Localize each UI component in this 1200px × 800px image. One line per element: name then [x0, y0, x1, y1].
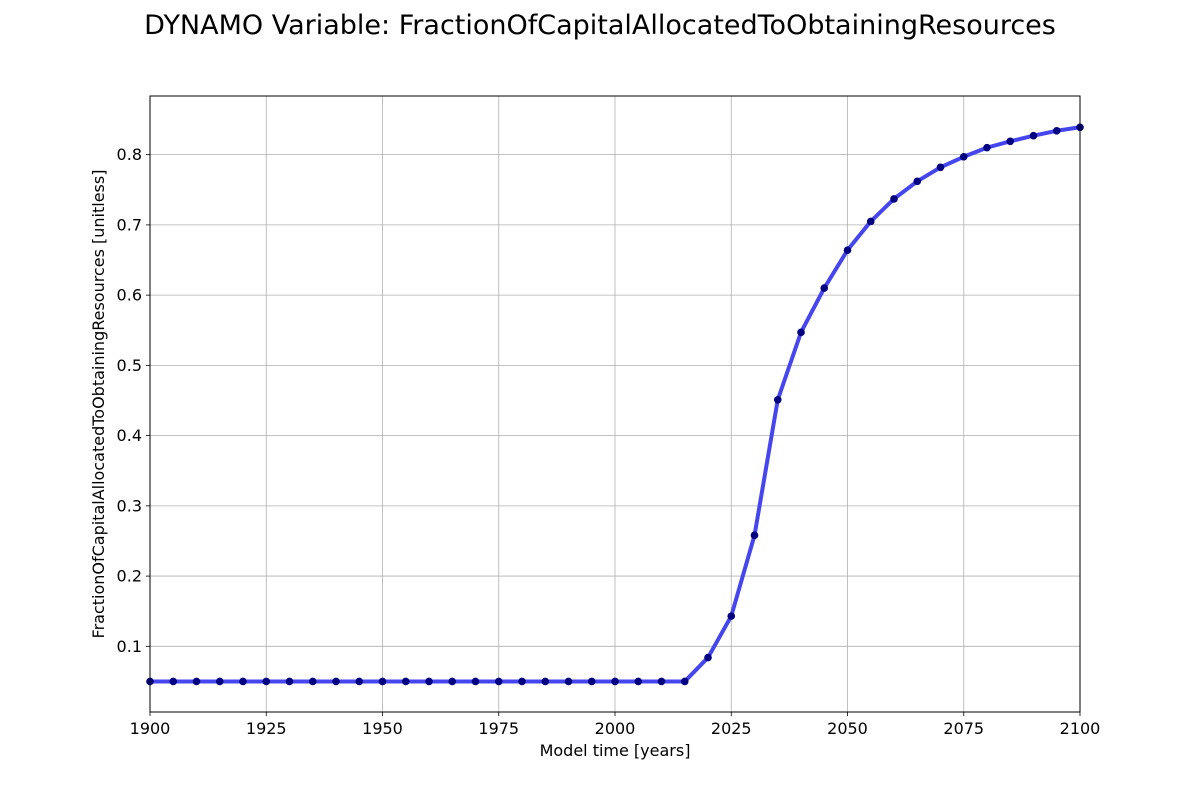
- data-point: [355, 677, 364, 686]
- y-tick-label: 0.6: [117, 286, 142, 305]
- data-point: [936, 163, 945, 172]
- data-point: [471, 677, 480, 686]
- x-tick-label: 2025: [711, 719, 752, 738]
- data-point: [680, 677, 689, 686]
- data-point: [843, 246, 852, 254]
- data-point: [913, 177, 922, 186]
- y-tick-label: 0.2: [117, 567, 142, 586]
- data-point: [192, 677, 201, 686]
- data-point: [262, 677, 271, 686]
- x-tick-label: 2000: [595, 719, 636, 738]
- data-point: [1006, 137, 1015, 146]
- x-tick-label: 1950: [362, 719, 403, 738]
- data-point: [797, 328, 805, 337]
- data-point: [378, 677, 387, 686]
- y-tick-label: 0.3: [117, 496, 142, 515]
- data-point: [308, 677, 317, 686]
- data-point: [1052, 126, 1061, 135]
- y-tick-label: 0.8: [117, 145, 142, 164]
- data-point: [401, 677, 410, 686]
- x-tick-label: 2050: [827, 719, 868, 738]
- x-tick-label: 1925: [246, 719, 287, 738]
- chart-title: DYNAMO Variable: FractionOfCapitalAlloca…: [144, 10, 1056, 41]
- data-point: [773, 395, 782, 404]
- data-point: [425, 677, 433, 686]
- tick-layer: 1900 1925 1950 1975 2000 2025 2050 2075 2100 0.1 0…: [117, 145, 1101, 738]
- y-tick-label: 0.5: [117, 356, 142, 375]
- data-point: [634, 677, 643, 686]
- data-point: [541, 677, 550, 686]
- data-point: [285, 677, 294, 686]
- y-axis-label: FractionOfCapitalAllocatedToObtainingRes…: [89, 170, 108, 639]
- x-axis-label: Model time [years]: [540, 741, 691, 760]
- data-point: [866, 217, 875, 226]
- data-point: [587, 677, 596, 686]
- marker-layer: [146, 123, 1084, 686]
- grid-layer: [149, 96, 1081, 712]
- data-point: [239, 677, 247, 686]
- data-point: [890, 195, 898, 203]
- data-point: [983, 143, 991, 152]
- data-point: [727, 612, 736, 620]
- data-point: [959, 152, 968, 161]
- y-tick-label: 0.4: [117, 426, 142, 445]
- data-point: [169, 677, 178, 686]
- data-point: [611, 677, 619, 686]
- data-point: [448, 677, 457, 686]
- data-point: [332, 677, 340, 686]
- y-tick-label: 0.7: [117, 215, 142, 234]
- data-point: [564, 677, 573, 686]
- data-point: [518, 677, 526, 686]
- data-point: [657, 677, 666, 686]
- data-point: [1029, 131, 1038, 140]
- data-point: [494, 677, 503, 686]
- data-point: [820, 284, 829, 292]
- data-point: [750, 531, 759, 540]
- data-point: [215, 677, 224, 686]
- x-tick-label: 2100: [1060, 719, 1101, 738]
- y-tick-label: 0.1: [117, 637, 142, 656]
- x-tick-label: 2075: [943, 719, 984, 738]
- data-point: [704, 653, 712, 662]
- x-tick-label: 1975: [478, 719, 519, 738]
- x-tick-label: 1900: [130, 719, 171, 738]
